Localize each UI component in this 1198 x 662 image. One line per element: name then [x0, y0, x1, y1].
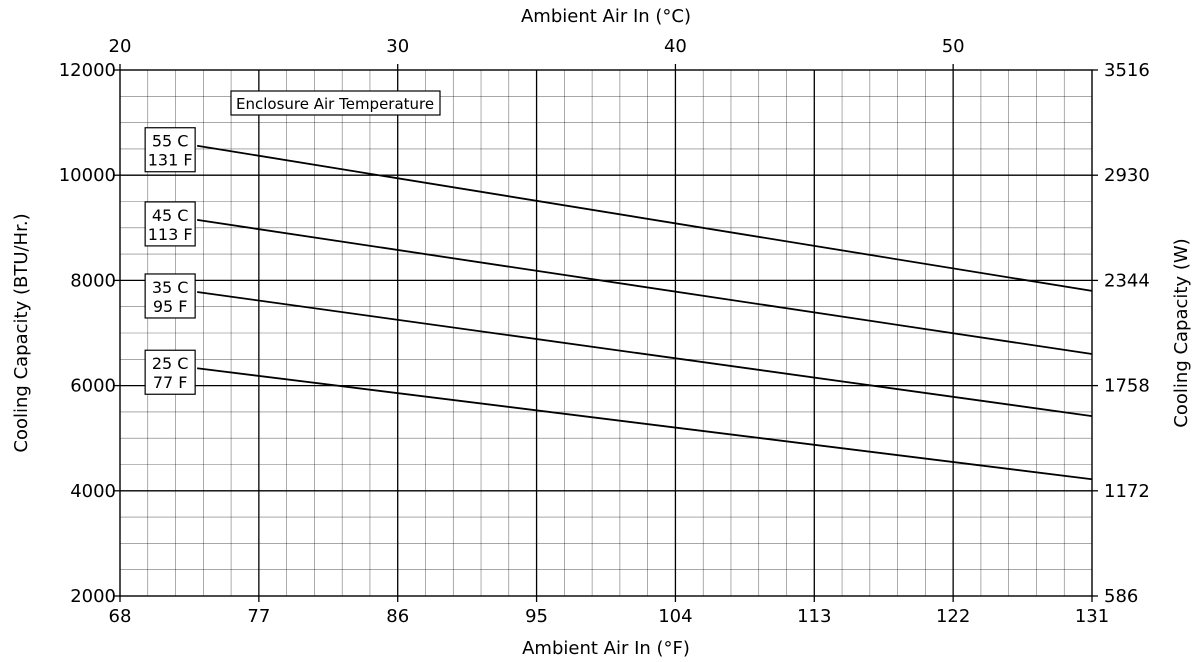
x-tick-label: 131	[1075, 606, 1109, 627]
series-line	[196, 144, 1093, 292]
legend-title-frame	[230, 90, 441, 116]
y-tick-label: 8000	[70, 270, 116, 291]
legend-title: Enclosure Air Temperature	[236, 95, 434, 113]
series-line	[197, 291, 1093, 417]
series-label-frame	[144, 201, 196, 247]
top-x-tick-label: 30	[386, 36, 409, 57]
major-grid	[120, 70, 1092, 596]
x-tick-label: 122	[936, 606, 970, 627]
series-lines	[196, 144, 1093, 481]
x-tick-label: 104	[658, 606, 692, 627]
axis-ticks	[114, 64, 1098, 602]
y-tick-label: 2000	[70, 586, 116, 607]
top-x-tick-label: 50	[942, 36, 965, 57]
plot-frame	[119, 69, 1093, 597]
series-label-line1: 55 C	[152, 132, 189, 151]
y-axis-title: Cooling Capacity (BTU/Hr.)	[11, 213, 32, 452]
series-label: 25 C77 F	[144, 349, 196, 395]
series-label-frame	[144, 349, 196, 395]
right-y-tick-label: 3516	[1104, 60, 1150, 81]
legend-title-box: Enclosure Air Temperature	[230, 90, 441, 116]
x-tick-labels-top: 20 30 40 50	[109, 36, 965, 57]
y-tick-label: 4000	[70, 481, 116, 502]
series-label-line1: 25 C	[152, 354, 189, 373]
series-label-line2: 77 F	[153, 373, 188, 392]
x-tick-label: 68	[109, 606, 132, 627]
right-y-axis-title: Cooling Capacity (W)	[1171, 238, 1192, 427]
series-label-line1: 45 C	[152, 206, 189, 225]
top-x-tick-label: 20	[109, 36, 132, 57]
right-y-tick-label: 586	[1104, 586, 1138, 607]
x-tick-label: 113	[797, 606, 831, 627]
right-y-tick-label: 1172	[1104, 481, 1150, 502]
series-label-frame	[144, 273, 196, 319]
series-label-line1: 35 C	[152, 278, 189, 297]
y-tick-labels-left: 2000 4000 6000 8000 10000 12000	[59, 60, 116, 607]
top-x-tick-label: 40	[664, 36, 687, 57]
right-y-tick-label: 1758	[1104, 376, 1150, 397]
y-tick-label: 12000	[59, 60, 116, 81]
series-label-line2: 95 F	[153, 297, 188, 316]
y-tick-label: 10000	[59, 165, 116, 186]
top-x-axis-title: Ambient Air In (°C)	[521, 6, 691, 27]
y-tick-labels-right: 586 1172 1758 2344 2930 3516	[1104, 60, 1150, 607]
right-y-tick-label: 2930	[1104, 165, 1150, 186]
x-axis-title: Ambient Air In (°F)	[522, 638, 690, 659]
series-label-frame	[144, 127, 196, 173]
series-line	[197, 219, 1093, 355]
series-label: 35 C95 F	[144, 273, 196, 319]
series-label-line2: 113 F	[148, 225, 193, 244]
right-y-tick-label: 2344	[1104, 270, 1150, 291]
x-tick-label: 77	[247, 606, 270, 627]
series-label-line2: 131 F	[148, 151, 193, 170]
series-line	[197, 367, 1093, 481]
x-tick-label: 95	[525, 606, 548, 627]
x-tick-label: 86	[386, 606, 409, 627]
x-tick-labels-bottom: 68 77 86 95 104 113 122 131	[109, 606, 1110, 627]
y-tick-label: 6000	[70, 376, 116, 397]
